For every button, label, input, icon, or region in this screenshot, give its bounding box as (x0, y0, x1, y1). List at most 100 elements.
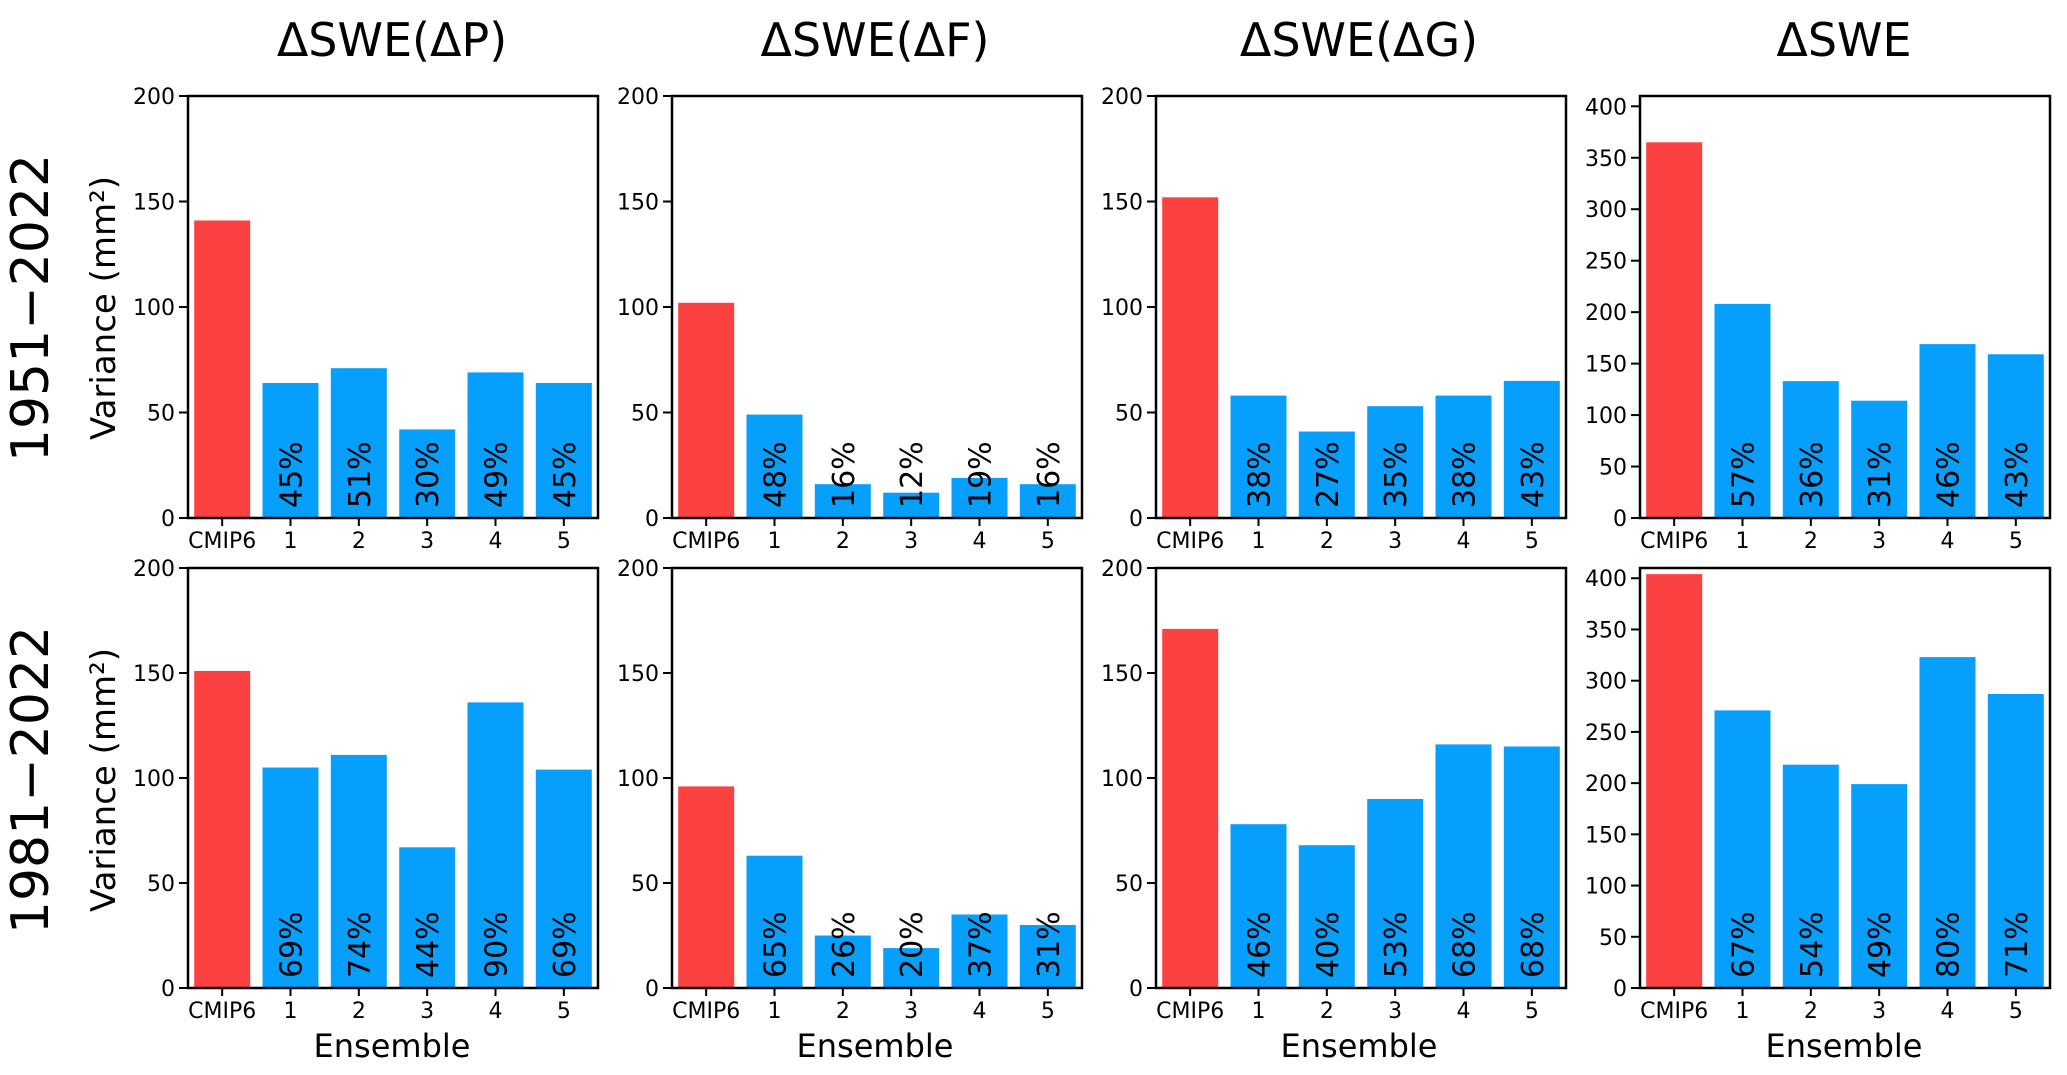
bar-ensemble-2 (1298, 431, 1355, 518)
bar-ensemble-1 (1714, 303, 1771, 518)
bar-percent-label-2: 74% (343, 911, 378, 978)
bar-ensemble-1 (1230, 824, 1287, 988)
bar-percent-label-1: 38% (1243, 441, 1278, 508)
bar-percent-label-2: 40% (1311, 911, 1346, 978)
y-tick-label: 0 (1613, 977, 1627, 1002)
bar-percent-label-4: 19% (964, 441, 999, 508)
x-tick-label-cmip6: CMIP6 (188, 999, 256, 1024)
x-tick-label-2: 2 (1804, 999, 1818, 1024)
row-label-1951-2022: 1951−2022 (1, 154, 61, 462)
bar-ensemble-3 (883, 492, 940, 518)
y-axis-label-top: Variance (mm²) (84, 176, 124, 440)
x-tick-label-3: 3 (420, 999, 434, 1024)
bar-percent-label-4: 49% (480, 441, 515, 508)
bar-percent-label-5: 69% (548, 911, 583, 978)
x-tick-label-5: 5 (2009, 529, 2023, 554)
y-tick-label: 150 (1101, 662, 1143, 687)
bar-ensemble-3 (1851, 784, 1908, 988)
x-tick-label-3: 3 (1872, 999, 1886, 1024)
y-tick-label: 100 (1585, 404, 1627, 429)
bar-percent-label-4: 90% (480, 911, 515, 978)
x-tick-label-5: 5 (2009, 999, 2023, 1024)
y-tick-label: 150 (617, 662, 659, 687)
bar-ensemble-4 (1919, 344, 1976, 518)
bar-percent-label-3: 20% (895, 911, 930, 978)
y-tick-label: 100 (617, 767, 659, 792)
y-tick-label: 200 (1101, 85, 1143, 110)
y-tick-label: 100 (617, 296, 659, 321)
y-tick-label: 150 (133, 662, 175, 687)
panel-2-3: 0 50 100 150 200 CMIP6 1 2 3 4 5 46% 40% 53% 68% 68% (1101, 557, 1568, 1024)
bar-percent-label-3: 49% (1863, 911, 1898, 978)
y-tick-label: 200 (1101, 557, 1143, 582)
y-tick-label: 150 (1585, 353, 1627, 378)
column-title-2: ΔSWE(ΔF) (760, 13, 989, 67)
bar-percent-label-5: 43% (1516, 441, 1551, 508)
column-titles: ΔSWE(ΔP) ΔSWE(ΔF) ΔSWE(ΔG) ΔSWE (277, 13, 1912, 67)
row-labels: 1951−2022 1981−2022 (1, 154, 61, 934)
bar-percent-label-5: 16% (1032, 441, 1067, 508)
x-tick-label-2: 2 (836, 999, 850, 1024)
bar-ensemble-4 (1919, 657, 1976, 988)
bar-ensemble-3 (399, 847, 456, 988)
bar-percent-label-4: 68% (1448, 911, 1483, 978)
bar-percent-label-2: 16% (827, 441, 862, 508)
panel-1-2: 0 50 100 150 200 CMIP6 1 2 3 4 5 48% 16% 12% 19% 16% (617, 85, 1084, 554)
y-tick-label: 0 (1129, 507, 1143, 532)
y-tick-label: 100 (133, 296, 175, 321)
y-tick-label: 350 (1585, 618, 1627, 643)
x-tick-label-2: 2 (1804, 529, 1818, 554)
bar-percent-label-4: 46% (1932, 441, 1967, 508)
y-tick-label: 0 (161, 507, 175, 532)
bar-cmip6 (1646, 142, 1703, 519)
bar-ensemble-1 (746, 414, 803, 518)
bar-ensemble-3 (399, 429, 456, 518)
bar-percent-label-5: 43% (2000, 441, 2035, 508)
bar-ensemble-2 (1782, 381, 1839, 518)
x-tick-label-cmip6: CMIP6 (1156, 999, 1224, 1024)
y-tick-label: 100 (1101, 767, 1143, 792)
y-tick-label: 350 (1585, 147, 1627, 172)
y-tick-label: 300 (1585, 198, 1627, 223)
x-tick-label-1: 1 (768, 999, 782, 1024)
x-tick-label-5: 5 (557, 529, 571, 554)
y-tick-label: 150 (1585, 823, 1627, 848)
bar-ensemble-3 (1851, 400, 1908, 518)
panel-1-4: 0 50 100 150 200 250 300 350 400 CMIP6 1 2 3 4 5 57% 36%… (1585, 94, 2052, 554)
bar-percent-label-1: 67% (1727, 911, 1762, 978)
bar-percent-label-3: 35% (1379, 441, 1414, 508)
bar-ensemble-5 (535, 769, 592, 988)
bar-percent-label-1: 65% (759, 911, 794, 978)
bar-ensemble-5 (535, 383, 592, 518)
x-tick-label-cmip6: CMIP6 (672, 999, 740, 1024)
panel-2-4: 0 50 100 150 200 250 300 350 400 CMIP6 1 2 3 4 5 67% 54%… (1585, 566, 2052, 1024)
bar-ensemble-5 (1987, 354, 2044, 518)
x-tick-label-2: 2 (1320, 999, 1334, 1024)
bar-cmip6 (1162, 628, 1219, 988)
bar-ensemble-2 (330, 368, 387, 518)
bar-cmip6 (1162, 197, 1219, 519)
y-tick-label: 200 (133, 557, 175, 582)
y-tick-label: 50 (631, 872, 659, 897)
x-tick-label-4: 4 (1457, 999, 1471, 1024)
y-tick-label: 200 (617, 85, 659, 110)
y-tick-label: 200 (1585, 772, 1627, 797)
x-tick-label-3: 3 (1388, 529, 1402, 554)
x-tick-label-3: 3 (1872, 529, 1886, 554)
bar-percent-label-3: 44% (411, 911, 446, 978)
y-axis-labels: Variance (mm²) Variance (mm²) (84, 176, 124, 912)
bar-cmip6 (1646, 574, 1703, 988)
y-tick-label: 0 (1129, 977, 1143, 1002)
bar-ensemble-2 (330, 754, 387, 988)
bar-percent-label-1: 69% (275, 911, 310, 978)
x-tick-label-4: 4 (1457, 529, 1471, 554)
x-tick-label-4: 4 (489, 999, 503, 1024)
y-tick-label: 200 (617, 557, 659, 582)
y-tick-label: 200 (1585, 301, 1627, 326)
panel-1-3: 0 50 100 150 200 CMIP6 1 2 3 4 5 38% 27% 35% 38% 43% (1101, 85, 1568, 554)
bar-ensemble-4 (467, 372, 524, 518)
x-tick-label-2: 2 (352, 999, 366, 1024)
bar-ensemble-5 (1019, 484, 1076, 518)
bar-cmip6 (194, 220, 251, 518)
